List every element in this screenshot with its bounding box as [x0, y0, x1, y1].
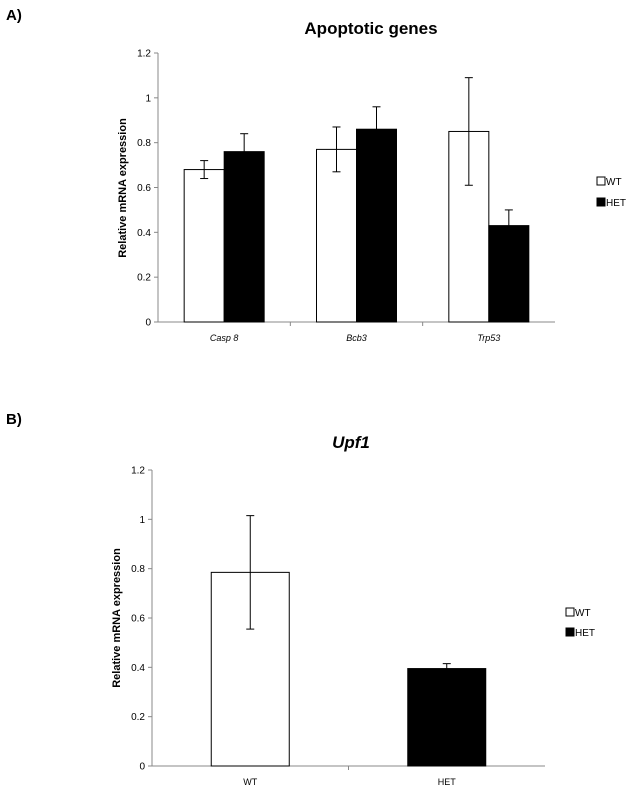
y-tick-label: 0.8	[137, 138, 151, 149]
y-tick-label: 0	[139, 762, 145, 773]
legend-swatch-wt	[565, 607, 575, 617]
legend-swatch-het	[565, 627, 575, 637]
category-label: HET	[438, 777, 457, 787]
legend-swatch-wt	[596, 176, 606, 186]
y-tick-label: 0.2	[131, 712, 145, 723]
y-tick-label: 1.2	[137, 49, 151, 60]
y-tick-label: 0.4	[131, 663, 145, 674]
chart-b-bars	[210, 515, 487, 767]
chart-b-categories: WT HET	[243, 766, 456, 787]
chart-b-ylabel: Relative mRNA expression	[111, 548, 123, 688]
category-label: Bcb3	[346, 333, 367, 343]
legend-label-het: HET	[575, 628, 595, 639]
y-tick-label: 1	[145, 93, 151, 104]
y-tick-label: 0.6	[131, 614, 145, 625]
bar-het	[356, 128, 397, 323]
y-tick-label: 0.2	[137, 273, 151, 284]
y-tick-label: 1.2	[131, 466, 145, 477]
category-label: WT	[243, 777, 257, 787]
y-tick-label: 0.8	[131, 564, 145, 575]
chart-a: A) Apoptotic genes Relative mRNA express…	[6, 7, 626, 343]
chart-b-legend: WT HET	[565, 607, 595, 639]
y-tick-label: 0.4	[137, 228, 151, 239]
bar-wt	[316, 148, 357, 323]
legend-label-wt: WT	[606, 177, 622, 188]
legend-swatch-het	[596, 197, 606, 207]
category-label: Trp53	[477, 333, 500, 343]
panel-label-b: B)	[6, 411, 22, 428]
bar-het	[407, 668, 487, 767]
chart-a-ylabel: Relative mRNA expression	[117, 118, 129, 258]
chart-b: B) Upf1 Relative mRNA expression 0 0.2 0.4…	[6, 411, 595, 787]
bar-het	[223, 151, 265, 323]
legend-label-wt: WT	[575, 608, 591, 619]
category-label: Casp 8	[210, 333, 239, 343]
chart-a-categories: Casp 8 Bcb3 Trp53	[210, 322, 500, 343]
y-tick-label: 1	[139, 515, 145, 526]
y-tick-label: 0	[145, 318, 151, 329]
chart-a-legend: WT HET	[596, 176, 626, 209]
bar-wt	[183, 169, 225, 323]
chart-a-bars	[183, 77, 530, 323]
chart-b-title: Upf1	[332, 433, 370, 452]
chart-a-title: Apoptotic genes	[304, 19, 437, 38]
y-tick-label: 0.6	[137, 183, 151, 194]
panel-label-a: A)	[6, 7, 22, 24]
legend-label-het: HET	[606, 198, 626, 209]
